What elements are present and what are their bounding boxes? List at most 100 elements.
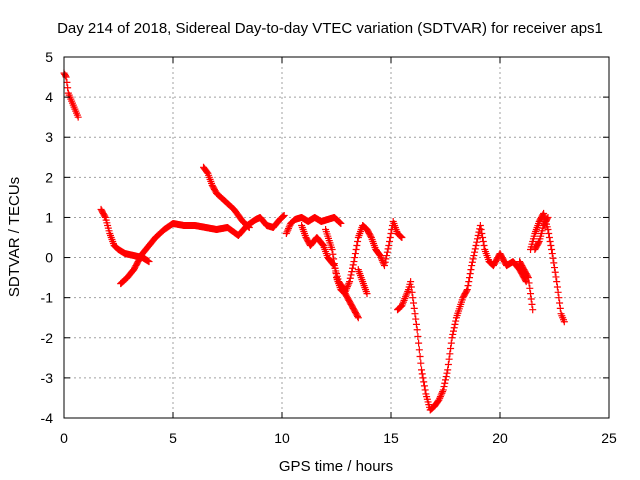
data-point (245, 223, 253, 231)
data-point (409, 294, 417, 302)
data-point (527, 290, 535, 298)
tick-layer: 0 5 10 15 20 25 -4 -3 -2 -1 0 1 2 3 4 5 (41, 49, 617, 446)
data-point (330, 255, 338, 263)
data-point (465, 278, 473, 286)
data-point (539, 211, 547, 219)
data-point (385, 242, 393, 250)
data-point (444, 361, 452, 369)
data-point (283, 228, 291, 236)
data-point (524, 272, 532, 280)
data-point (336, 219, 344, 227)
data-point (413, 326, 421, 334)
data-point (553, 278, 561, 286)
data-point (470, 252, 478, 260)
data-point (284, 226, 292, 234)
data-point (279, 212, 287, 220)
data-point (245, 223, 253, 231)
y-tick-label: 3 (45, 129, 53, 145)
data-point (349, 261, 357, 269)
data-point (435, 396, 443, 404)
data-point (449, 330, 457, 338)
data-point (420, 382, 428, 390)
data-point (471, 248, 479, 256)
x-tick-label: 25 (601, 430, 617, 446)
data-point (448, 334, 456, 342)
data-point (553, 283, 561, 291)
data-point (473, 238, 481, 246)
data-point (442, 373, 450, 381)
data-point (444, 366, 452, 374)
y-tick-label: 0 (45, 250, 53, 266)
data-point (352, 246, 360, 254)
y-tick-label: 2 (45, 169, 53, 185)
data-point (354, 314, 362, 322)
data-point (367, 232, 375, 240)
data-point (285, 223, 293, 231)
data-point (63, 78, 71, 86)
data-point (203, 168, 211, 176)
x-tick-label: 20 (492, 430, 508, 446)
data-point (383, 248, 391, 256)
data-point (452, 317, 460, 325)
data-point (479, 238, 487, 246)
data-point (416, 352, 424, 360)
data-point (549, 254, 557, 262)
data-point (386, 234, 394, 241)
data-point (382, 255, 390, 263)
chart-title: Day 214 of 2018, Sidereal Day-to-day VTE… (57, 20, 603, 37)
data-point (476, 221, 484, 229)
data-point (545, 229, 553, 237)
data-point (74, 113, 82, 121)
data-point (543, 215, 551, 223)
data-point (451, 320, 459, 328)
data-point (407, 278, 415, 286)
y-tick-label: -1 (41, 290, 54, 306)
data-point (436, 393, 444, 401)
data-point (443, 369, 451, 377)
data-point (419, 374, 427, 382)
data-point (351, 254, 359, 262)
x-axis-title: GPS time / hours (279, 458, 393, 475)
data-point (348, 264, 356, 272)
data-point (101, 212, 109, 220)
data-point (380, 262, 388, 270)
data-point (418, 366, 426, 374)
data-point (346, 274, 354, 282)
data-point (330, 260, 338, 268)
data-point (397, 233, 405, 241)
data-point (550, 259, 558, 267)
data-point (560, 318, 568, 326)
data-point (346, 278, 354, 286)
data-point (478, 229, 486, 237)
data-point (545, 234, 553, 241)
data-point (332, 269, 340, 277)
data-point (407, 283, 415, 291)
data-point (463, 286, 471, 294)
data-point (347, 271, 355, 279)
data-point (337, 219, 345, 227)
data-point (354, 312, 362, 320)
data-point (280, 211, 288, 219)
data-point (449, 327, 457, 335)
data-point (415, 339, 423, 347)
data-point (61, 72, 69, 80)
data-point (526, 284, 534, 292)
data-point (554, 288, 562, 296)
data-point (447, 339, 455, 347)
data-point (145, 258, 153, 266)
data-point (471, 245, 479, 253)
data-point (417, 359, 425, 367)
data-point (556, 299, 564, 307)
data-point (412, 315, 420, 323)
data-point (363, 290, 371, 298)
data-point (439, 388, 447, 396)
data-point (386, 238, 394, 246)
data-point (535, 239, 543, 247)
data-point (548, 250, 556, 258)
data-point (354, 238, 362, 246)
data-point (412, 320, 420, 328)
data-point (387, 229, 395, 237)
data-point (479, 234, 487, 241)
y-tick-label: 5 (45, 49, 53, 65)
